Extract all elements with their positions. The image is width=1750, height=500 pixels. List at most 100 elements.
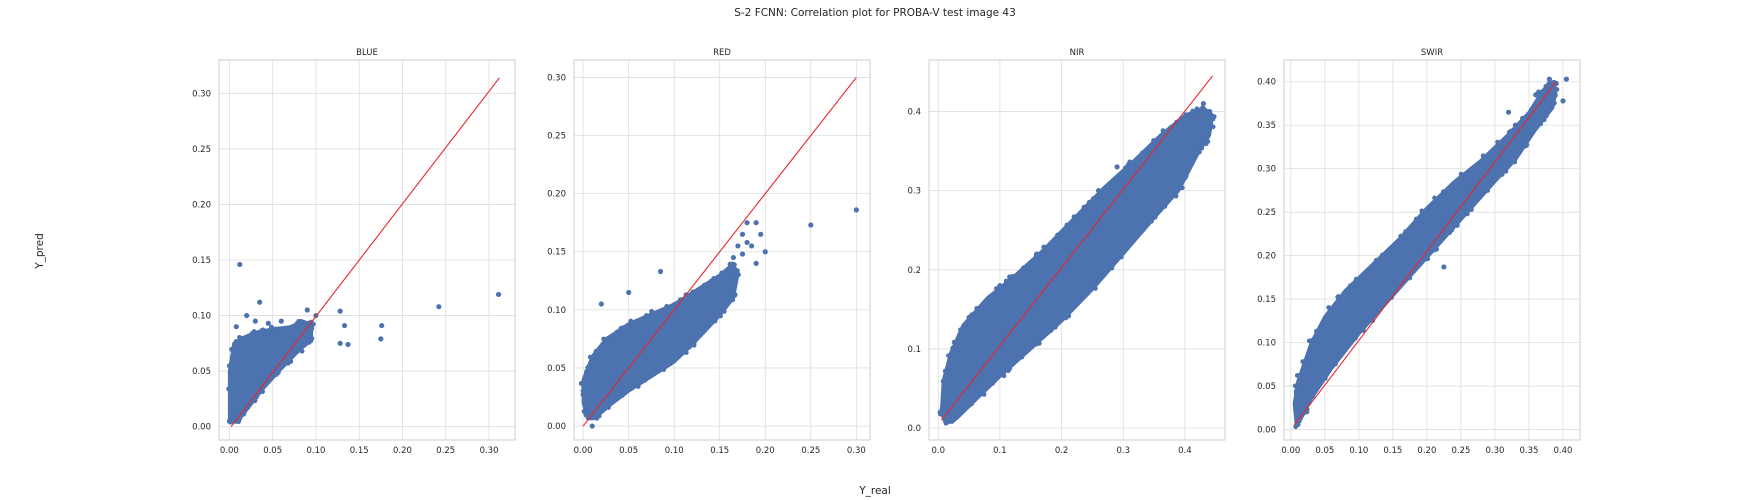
data-point xyxy=(1325,312,1331,318)
data-point xyxy=(614,329,620,335)
x-tick-label: 0.00 xyxy=(1281,446,1300,456)
y-tick-label: 0.1 xyxy=(907,345,921,355)
y-tick-label: 0.00 xyxy=(547,422,566,432)
data-point xyxy=(651,370,657,376)
scatter-panel-nir: 0.0 0.1 0.2 0.3 0.4 0.0 0.1 0.2 0.3 0.4 NIR xyxy=(907,48,1226,456)
data-point xyxy=(730,254,736,261)
data-point xyxy=(711,276,717,281)
data-point xyxy=(1199,145,1205,151)
data-point xyxy=(1485,188,1491,193)
data-point xyxy=(1019,354,1025,360)
data-point xyxy=(1419,208,1425,214)
data-point xyxy=(853,207,859,213)
x-tick-label: 0.25 xyxy=(801,446,820,456)
data-point xyxy=(1524,142,1530,148)
data-point xyxy=(1529,129,1535,135)
data-point xyxy=(337,340,343,346)
data-point xyxy=(299,348,305,354)
y-tick-label: 0.2 xyxy=(907,266,921,276)
data-point xyxy=(237,261,243,268)
data-point xyxy=(227,369,233,375)
data-point xyxy=(585,365,591,370)
data-point xyxy=(1332,361,1338,367)
data-point xyxy=(1379,252,1385,258)
data-point xyxy=(1492,148,1498,154)
data-point xyxy=(229,355,235,360)
data-point xyxy=(1546,81,1552,87)
data-point xyxy=(379,322,385,329)
x-tick-label: 0.20 xyxy=(393,446,412,456)
data-point xyxy=(1503,168,1509,174)
data-point xyxy=(1085,288,1091,294)
data-point xyxy=(730,262,736,268)
y-tick-label: 0.15 xyxy=(192,256,211,266)
data-point xyxy=(1533,92,1539,98)
data-point xyxy=(635,384,641,389)
data-point xyxy=(288,359,294,364)
data-point xyxy=(606,405,611,410)
y-tick-label: 0.25 xyxy=(547,132,566,142)
data-point xyxy=(719,270,725,276)
data-point xyxy=(604,336,610,342)
data-point xyxy=(1554,87,1560,92)
reference-line xyxy=(940,75,1214,421)
data-point xyxy=(721,309,727,314)
data-point xyxy=(661,367,667,373)
data-point xyxy=(1337,353,1343,358)
x-tick-label: 0.20 xyxy=(1417,446,1436,456)
data-point xyxy=(1560,98,1566,104)
data-point xyxy=(1506,129,1512,135)
y-tick-label: 0.10 xyxy=(1257,339,1276,349)
data-point xyxy=(1495,139,1500,145)
x-tick-label: 0.15 xyxy=(1383,446,1402,456)
data-point xyxy=(237,335,242,340)
data-point xyxy=(937,409,943,415)
plot-frame xyxy=(573,59,871,441)
data-point xyxy=(941,377,947,383)
data-point xyxy=(228,410,234,416)
data-point xyxy=(632,319,638,325)
x-tick-label: 0.10 xyxy=(1349,446,1368,456)
data-point xyxy=(1152,214,1158,220)
x-axis-label: Y_real xyxy=(859,485,891,497)
data-point xyxy=(942,418,948,424)
data-point xyxy=(278,326,284,332)
plot-frame xyxy=(1283,59,1581,441)
data-point xyxy=(436,304,442,310)
data-point xyxy=(1469,207,1474,212)
data-point xyxy=(278,318,284,324)
y-tick-label: 0.30 xyxy=(1257,165,1276,175)
data-point xyxy=(1441,264,1447,270)
data-point xyxy=(269,325,275,331)
data-point xyxy=(643,313,649,318)
x-tick-label: 0.30 xyxy=(480,446,499,456)
x-tick-label: 0.35 xyxy=(1519,446,1538,456)
data-point xyxy=(581,384,587,390)
data-point xyxy=(749,243,755,249)
data-point xyxy=(1001,373,1007,379)
data-point xyxy=(1534,124,1540,130)
data-point xyxy=(683,345,689,351)
y-tick-label: 0.25 xyxy=(1257,208,1276,218)
data-point xyxy=(997,283,1003,289)
y-tick-label: 0.20 xyxy=(547,190,566,200)
reference-line xyxy=(582,77,857,427)
data-point xyxy=(580,388,586,394)
data-point xyxy=(1336,294,1341,299)
y-tick-label: 0.10 xyxy=(192,312,211,322)
data-point xyxy=(1480,153,1486,159)
data-point xyxy=(1469,202,1475,208)
scatter-panel-blue: 0.00 0.05 0.10 0.15 0.20 0.25 0.30 0.00 0.05 0.10… xyxy=(192,48,516,456)
data-point xyxy=(732,292,738,298)
data-point xyxy=(690,289,696,295)
y-tick-label: 0.30 xyxy=(192,89,211,99)
data-point xyxy=(1353,276,1359,282)
data-point xyxy=(1440,189,1446,195)
data-point xyxy=(733,274,739,280)
data-point xyxy=(257,299,263,305)
data-point xyxy=(345,341,351,348)
data-point xyxy=(226,386,232,392)
data-point xyxy=(1173,193,1179,199)
data-point xyxy=(1538,121,1544,127)
x-tick-label: 0.2 xyxy=(1055,446,1069,456)
